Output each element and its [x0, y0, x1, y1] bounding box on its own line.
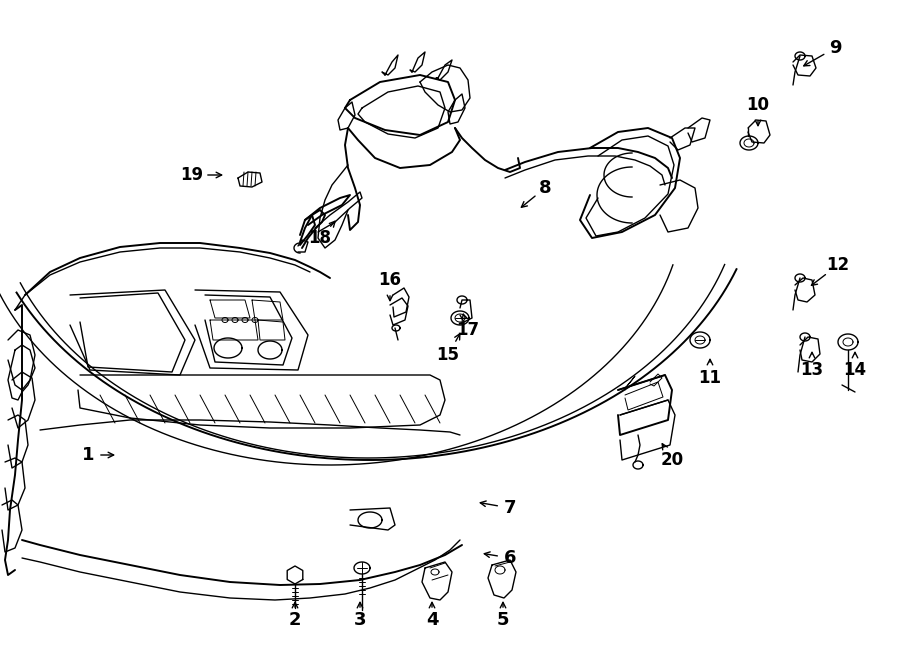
Text: 4: 4: [426, 611, 438, 629]
Text: 9: 9: [829, 39, 842, 57]
Text: 13: 13: [800, 361, 824, 379]
Text: 15: 15: [436, 346, 460, 364]
Text: 3: 3: [354, 611, 366, 629]
Text: 18: 18: [309, 229, 331, 247]
Text: 17: 17: [456, 321, 480, 339]
Text: 14: 14: [843, 361, 867, 379]
Text: 2: 2: [289, 611, 302, 629]
Text: 19: 19: [180, 166, 203, 184]
Text: 8: 8: [539, 179, 552, 197]
Text: 12: 12: [826, 256, 850, 274]
Text: 11: 11: [698, 369, 722, 387]
Text: 16: 16: [379, 271, 401, 289]
Text: 5: 5: [497, 611, 509, 629]
Text: 7: 7: [504, 499, 517, 517]
Text: 1: 1: [82, 446, 94, 464]
Text: 20: 20: [661, 451, 684, 469]
Text: 10: 10: [746, 96, 769, 114]
Text: 6: 6: [504, 549, 517, 567]
